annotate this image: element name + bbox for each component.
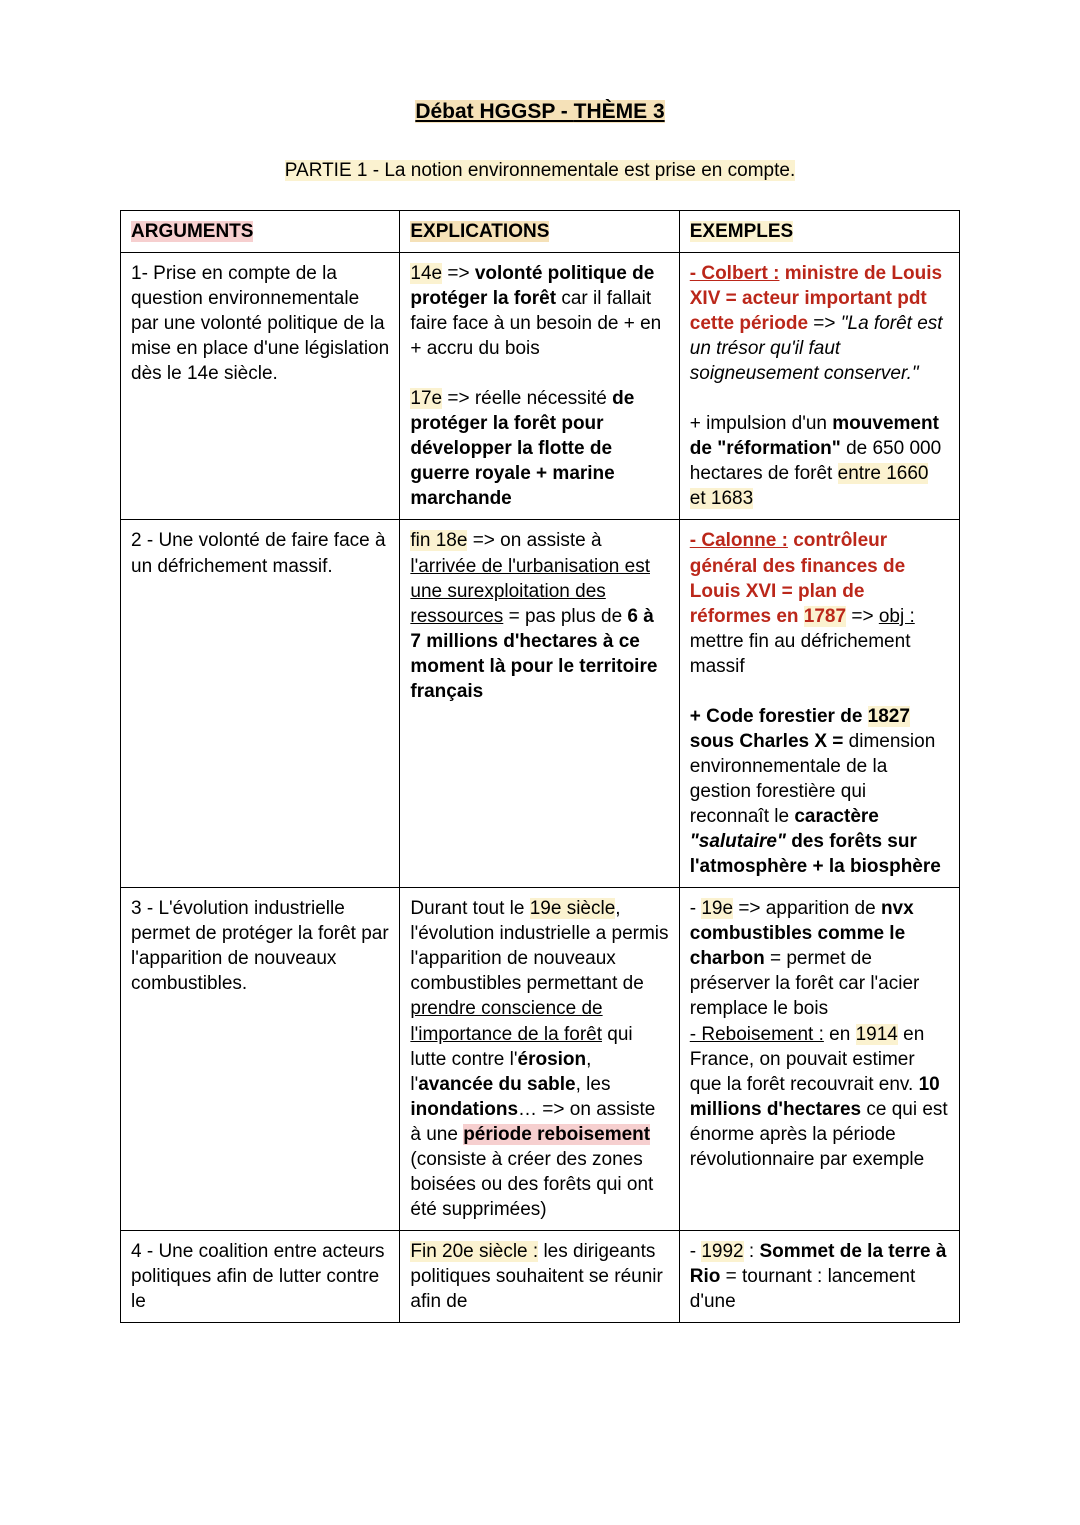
- t: fin 18e: [410, 530, 467, 551]
- t: -: [690, 1241, 702, 1262]
- exemple-1-p2: + impulsion d'un mouvement de "réformati…: [690, 411, 949, 511]
- t: + Code forestier de: [690, 706, 868, 727]
- t: => réelle nécessité: [442, 388, 612, 409]
- header-exemples-text: EXEMPLES: [690, 221, 793, 242]
- t: érosion: [518, 1049, 587, 1070]
- exemple-2-p1: - Calonne : contrôleur général des finan…: [690, 528, 949, 678]
- exemple-3-p1: - 19e => apparition de nvx combustibles …: [690, 896, 949, 1172]
- document-title: Débat HGGSP - THÈME 3: [120, 100, 960, 124]
- header-arguments-text: ARGUMENTS: [131, 221, 253, 242]
- cell-exemple-3: - 19e => apparition de nvx combustibles …: [679, 888, 959, 1231]
- explication-3-p1: Durant tout le 19e siècle, l'évolution i…: [410, 896, 668, 1222]
- t: obj :: [879, 606, 915, 627]
- header-exemples: EXEMPLES: [679, 211, 959, 253]
- table-row: 3 - L'évolution industrielle permet de p…: [121, 888, 960, 1231]
- title-text-1: Débat HGGSP -: [415, 100, 573, 123]
- t: = tournant : lancement d'une: [690, 1266, 915, 1312]
- cell-explication-1: 14e => volonté politique de protéger la …: [400, 253, 679, 520]
- cell-exemple-4: - 1992 : Sommet de la terre à Rio = tour…: [679, 1231, 959, 1323]
- explication-1-p1: 14e => volonté politique de protéger la …: [410, 261, 668, 361]
- argument-2-text: 2 - Une volonté de faire face à un défri…: [131, 530, 386, 576]
- t: période reboisement: [463, 1124, 650, 1145]
- t: - Reboisement :: [690, 1024, 824, 1045]
- t: Fin 20e siècle :: [410, 1241, 538, 1262]
- t: (consiste à créer des zones boisées ou d…: [410, 1149, 653, 1220]
- t: avancée du sable: [418, 1074, 575, 1095]
- explication-1-p2: 17e => réelle nécessité de protéger la f…: [410, 386, 668, 511]
- t: "salutaire": [690, 831, 786, 852]
- t: :: [744, 1241, 760, 1262]
- t: =>: [808, 313, 841, 334]
- cell-exemple-2: - Calonne : contrôleur général des finan…: [679, 520, 959, 888]
- t: prendre conscience de l'importance de la…: [410, 998, 602, 1044]
- cell-argument-1: 1- Prise en compte de la question enviro…: [121, 253, 400, 520]
- t: Durant tout le: [410, 898, 529, 919]
- t: 14e: [410, 263, 442, 284]
- title-text-2: THÈME 3: [574, 100, 665, 123]
- t: + impulsion d'un: [690, 413, 833, 434]
- t: - Calonne :: [690, 530, 788, 551]
- table-row: 2 - Une volonté de faire face à un défri…: [121, 520, 960, 888]
- t: inondations: [410, 1099, 518, 1120]
- cell-explication-3: Durant tout le 19e siècle, l'évolution i…: [400, 888, 679, 1231]
- t: =>: [442, 263, 475, 284]
- cell-exemple-1: - Colbert : ministre de Louis XIV = acte…: [679, 253, 959, 520]
- cell-argument-3: 3 - L'évolution industrielle permet de p…: [121, 888, 400, 1231]
- table-row: 4 - Une coalition entre acteurs politiqu…: [121, 1231, 960, 1323]
- header-explications-text: EXPLICATIONS: [410, 221, 549, 242]
- t: 19e: [701, 898, 733, 919]
- t: => apparition de: [733, 898, 881, 919]
- t: 19e siècle: [530, 898, 616, 919]
- t: => on assiste à: [467, 530, 601, 551]
- cell-explication-2: fin 18e => on assiste à l'arrivée de l'u…: [400, 520, 679, 888]
- t: en: [824, 1024, 856, 1045]
- document-subtitle: PARTIE 1 - La notion environnementale es…: [120, 160, 960, 182]
- table-row: 1- Prise en compte de la question enviro…: [121, 253, 960, 520]
- exemple-1-p1: - Colbert : ministre de Louis XIV = acte…: [690, 261, 949, 386]
- t: sous Charles X =: [690, 731, 844, 752]
- arguments-table: ARGUMENTS EXPLICATIONS EXEMPLES 1- Prise…: [120, 210, 960, 1323]
- header-arguments: ARGUMENTS: [121, 211, 400, 253]
- argument-4-text: 4 - Une coalition entre acteurs politiqu…: [131, 1241, 384, 1312]
- t: =>: [846, 606, 879, 627]
- t: mettre fin au défrichement massif: [690, 631, 911, 677]
- t: 1914: [856, 1024, 898, 1045]
- argument-1-text: 1- Prise en compte de la question enviro…: [131, 263, 389, 384]
- cell-argument-2: 2 - Une volonté de faire face à un défri…: [121, 520, 400, 888]
- t: 17e: [410, 388, 442, 409]
- t: , les: [576, 1074, 611, 1095]
- t: 1992: [701, 1241, 743, 1262]
- table-header-row: ARGUMENTS EXPLICATIONS EXEMPLES: [121, 211, 960, 253]
- t: caractère: [794, 806, 879, 827]
- cell-explication-4: Fin 20e siècle : les dirigeants politiqu…: [400, 1231, 679, 1323]
- t: -: [690, 898, 702, 919]
- t: - Colbert :: [690, 263, 780, 284]
- header-explications: EXPLICATIONS: [400, 211, 679, 253]
- explication-2-p1: fin 18e => on assiste à l'arrivée de l'u…: [410, 528, 668, 704]
- subtitle-text: PARTIE 1 - La notion environnementale es…: [285, 160, 795, 181]
- argument-3-text: 3 - L'évolution industrielle permet de p…: [131, 898, 389, 994]
- t: 1827: [868, 706, 910, 727]
- document-page: Débat HGGSP - THÈME 3 PARTIE 1 - La noti…: [0, 0, 1080, 1525]
- exemple-2-p2: + Code forestier de 1827 sous Charles X …: [690, 704, 949, 880]
- cell-argument-4: 4 - Une coalition entre acteurs politiqu…: [121, 1231, 400, 1323]
- t: = pas plus de: [503, 606, 627, 627]
- t: 1787: [804, 606, 846, 627]
